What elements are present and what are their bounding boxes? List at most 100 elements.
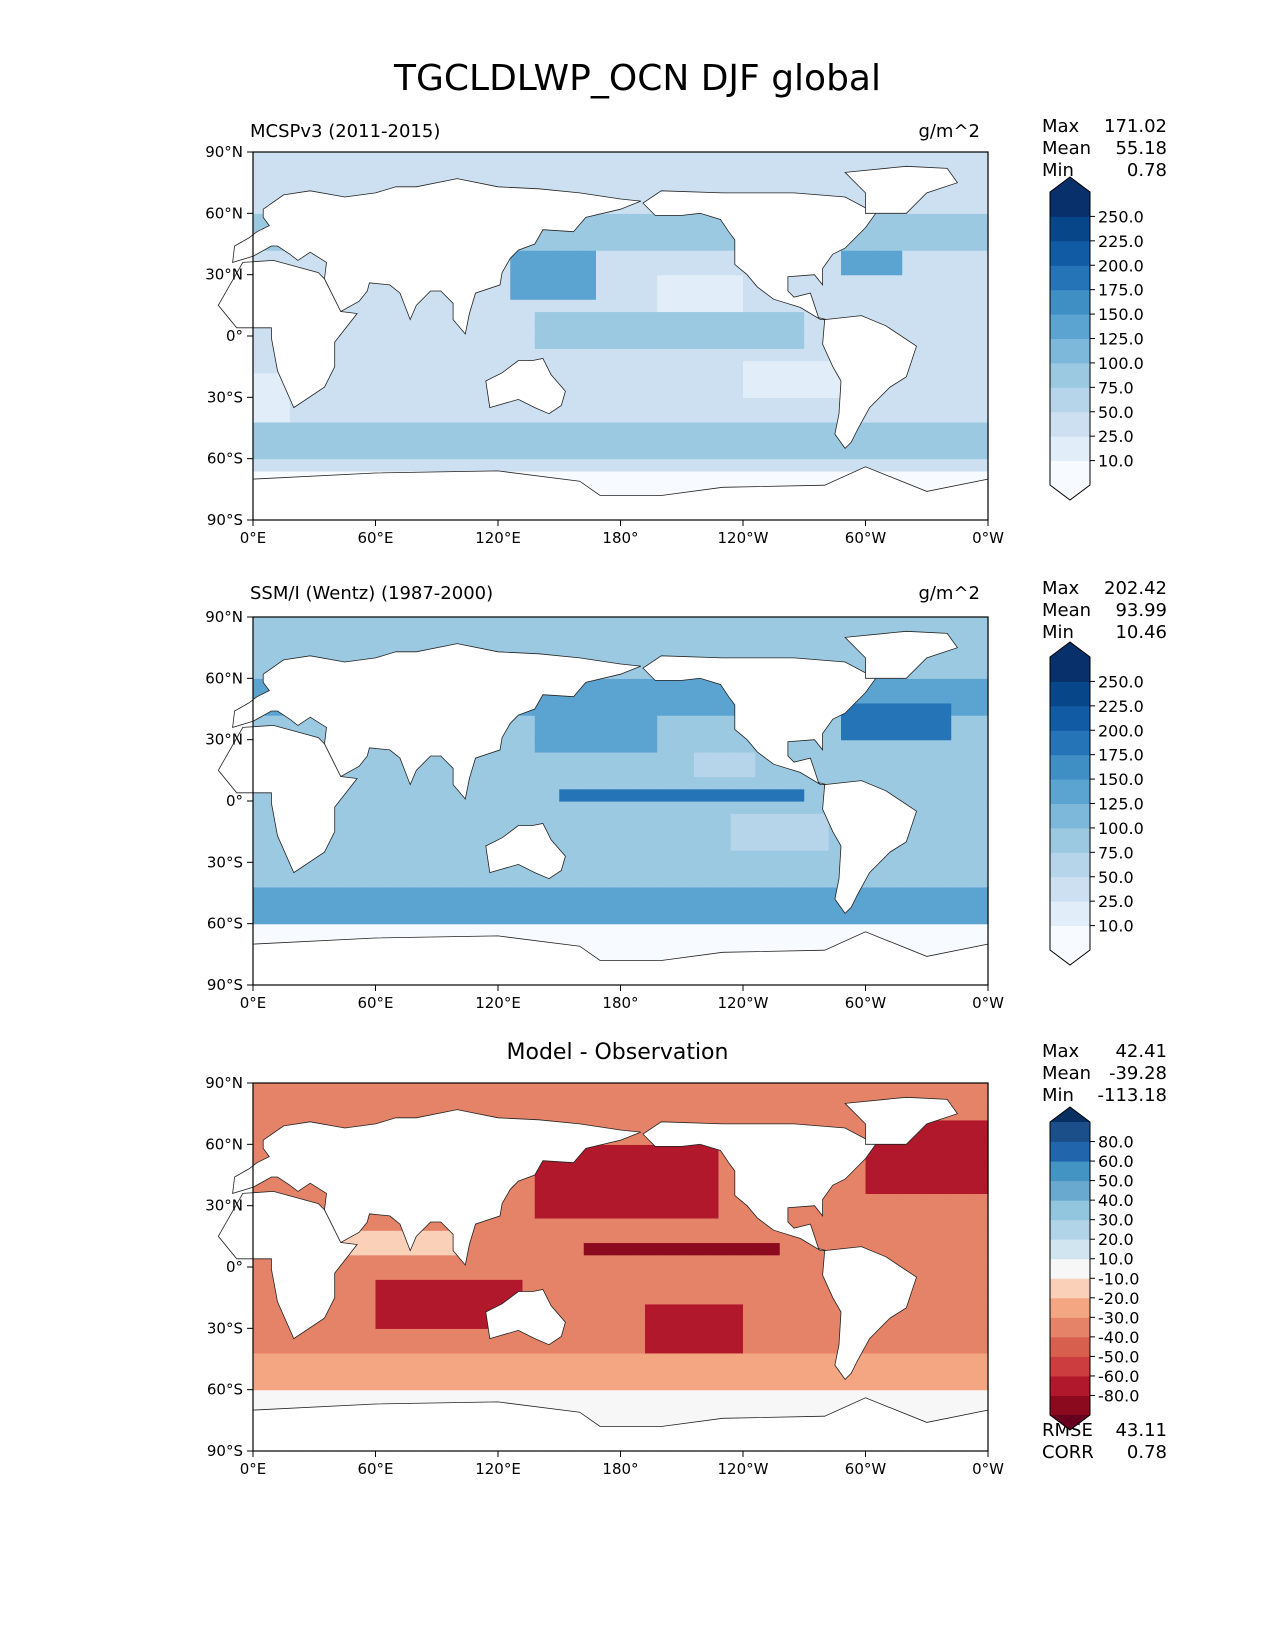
colorbar-tick-label: 60.0 <box>1098 1152 1134 1171</box>
colorbar-segment <box>1050 1297 1090 1318</box>
colorbar-segment <box>1050 681 1090 707</box>
coastline <box>822 1246 917 1381</box>
lon-tick-label: 0°E <box>240 529 267 547</box>
lon-tick-label: 60°W <box>845 994 887 1012</box>
panel-1-title: MCSPv3 (2011-2015) <box>250 121 441 142</box>
colorbar-tick-label: -20.0 <box>1098 1289 1139 1308</box>
coastline <box>232 178 642 335</box>
colorbar-segment <box>1050 1200 1090 1221</box>
panel-1-units: g/m^2 <box>918 121 980 142</box>
stat-mean: Mean -39.28 <box>1042 1063 1167 1084</box>
colorbar-tick-label: -40.0 <box>1098 1328 1139 1347</box>
lon-tick-label: 0°W <box>972 1460 1004 1478</box>
colorbar-segment <box>1050 1122 1090 1143</box>
colorbar-tick-label: 75.0 <box>1098 378 1134 397</box>
colorbar-tick-label: -60.0 <box>1098 1367 1139 1386</box>
colorbar-outline <box>1049 176 1091 501</box>
lat-tick-label: 90°N <box>205 1074 243 1092</box>
colorbar-tick-label: -80.0 <box>1098 1386 1139 1405</box>
map-panel-3: 90°N 60°N 30°N 0° 30°S 60°S 90°S0°E 60°E 120°E 18… <box>205 1074 1139 1478</box>
colorbar-segment <box>1050 925 1090 951</box>
colorbar-tick-label: 50.0 <box>1098 403 1134 422</box>
colorbar-segment <box>1050 192 1090 217</box>
stat-min: Min -113.18 <box>1042 1085 1167 1106</box>
lat-tick-label: 90°S <box>207 976 243 994</box>
stat-max: Max 42.41 <box>1042 1041 1167 1062</box>
colorbar-tick-label: 125.0 <box>1098 795 1144 814</box>
colorbar-tick-label: 250.0 <box>1098 207 1144 226</box>
lat-tick-label: 90°S <box>207 1442 243 1460</box>
colorbar-tick-label: 10.0 <box>1098 452 1134 471</box>
colorbar-segment <box>1050 338 1090 364</box>
colorbar-outline <box>1049 1106 1091 1431</box>
lon-tick-label: 60°E <box>357 529 393 547</box>
colorbar-tick-label: 200.0 <box>1098 721 1144 740</box>
stat-corr: CORR 0.78 <box>1042 1442 1167 1463</box>
stat-max: Max 202.42 <box>1042 578 1167 599</box>
lon-tick-label: 0°W <box>972 994 1004 1012</box>
colorbar-tick-label: 50.0 <box>1098 1172 1134 1191</box>
lat-tick-label: 30°S <box>207 853 243 871</box>
lon-tick-label: 120°W <box>718 994 769 1012</box>
figure-title: TGCLDLWP_OCN DJF global <box>394 58 881 99</box>
lat-tick-label: 30°N <box>205 266 243 284</box>
coastline <box>642 1121 877 1251</box>
colorbar-tick-label: 25.0 <box>1098 427 1134 446</box>
colorbar-segment <box>1050 876 1090 902</box>
colorbar-segment <box>1050 1356 1090 1377</box>
colorbar-segment <box>1050 730 1090 756</box>
map-panel-2: 90°N 60°N 30°N 0° 30°S 60°S 90°S0°E 60°E 120°E 18… <box>205 608 1144 1012</box>
coastline <box>642 190 877 320</box>
panel-1-stats: Max 171.02 Mean 55.18 Min 0.78 <box>1042 116 1167 182</box>
panel-2-units: g/m^2 <box>918 583 980 604</box>
colorbar-segment <box>1050 460 1090 486</box>
lat-tick-label: 30°S <box>207 1319 243 1337</box>
colorbar-tick-label: 225.0 <box>1098 232 1144 251</box>
colorbar-tick-label: 150.0 <box>1098 305 1144 324</box>
colorbar-tick-label: 20.0 <box>1098 1230 1134 1249</box>
colorbar-tick-label: 200.0 <box>1098 256 1144 275</box>
colorbar-segment <box>1050 362 1090 388</box>
colorbar-segment <box>1050 1141 1090 1162</box>
colorbar-segment <box>1050 901 1090 927</box>
colorbar-tick-label: 100.0 <box>1098 819 1144 838</box>
coastline <box>485 358 566 415</box>
lat-tick-label: 90°N <box>205 608 243 626</box>
coastline <box>844 165 959 214</box>
colorbar-tick-label: 175.0 <box>1098 281 1144 300</box>
coastline <box>232 643 642 800</box>
colorbar-segment <box>1050 852 1090 878</box>
panel-3-stats: Max 42.41 Mean -39.28 Min -113.18 <box>1042 1041 1167 1107</box>
colorbar-segment <box>1050 779 1090 804</box>
lon-tick-label: 120°E <box>475 994 521 1012</box>
colorbar-extend-top <box>1050 1107 1090 1122</box>
lat-tick-label: 60°S <box>207 1381 243 1399</box>
coastline <box>232 1109 642 1266</box>
colorbar-segment <box>1050 240 1090 266</box>
panel-2-stats: Max 202.42 Mean 93.99 Min 10.46 <box>1042 578 1167 644</box>
colorbar-segment <box>1050 1161 1090 1182</box>
stat-mean: Mean 55.18 <box>1042 138 1167 159</box>
lon-tick-label: 0°E <box>240 994 267 1012</box>
stat-max: Max 171.02 <box>1042 116 1167 137</box>
colorbar-tick-label: 75.0 <box>1098 843 1134 862</box>
colorbar-segment <box>1050 827 1090 853</box>
lon-tick-label: 0°W <box>972 529 1004 547</box>
stat-min: Min 0.78 <box>1042 160 1167 181</box>
colorbar-segment <box>1050 265 1090 291</box>
panel-3-title: Model - Observation <box>506 1040 729 1065</box>
colorbar-segment <box>1050 705 1090 731</box>
colorbar-segment <box>1050 1239 1090 1260</box>
coastline <box>485 823 566 880</box>
colorbar-tick-label: -50.0 <box>1098 1347 1139 1366</box>
lon-tick-label: 180° <box>602 994 638 1012</box>
colorbar-tick-label: 40.0 <box>1098 1191 1134 1210</box>
lon-tick-label: 60°W <box>845 1460 887 1478</box>
colorbar-tick-label: 10.0 <box>1098 1250 1134 1269</box>
colorbar-tick-label: 50.0 <box>1098 868 1134 887</box>
colorbar-segment <box>1050 436 1090 462</box>
colorbar-extend-top <box>1050 642 1090 657</box>
lat-tick-label: 90°S <box>207 511 243 529</box>
colorbar-segment <box>1050 1180 1090 1201</box>
colorbar-segment <box>1050 1219 1090 1240</box>
